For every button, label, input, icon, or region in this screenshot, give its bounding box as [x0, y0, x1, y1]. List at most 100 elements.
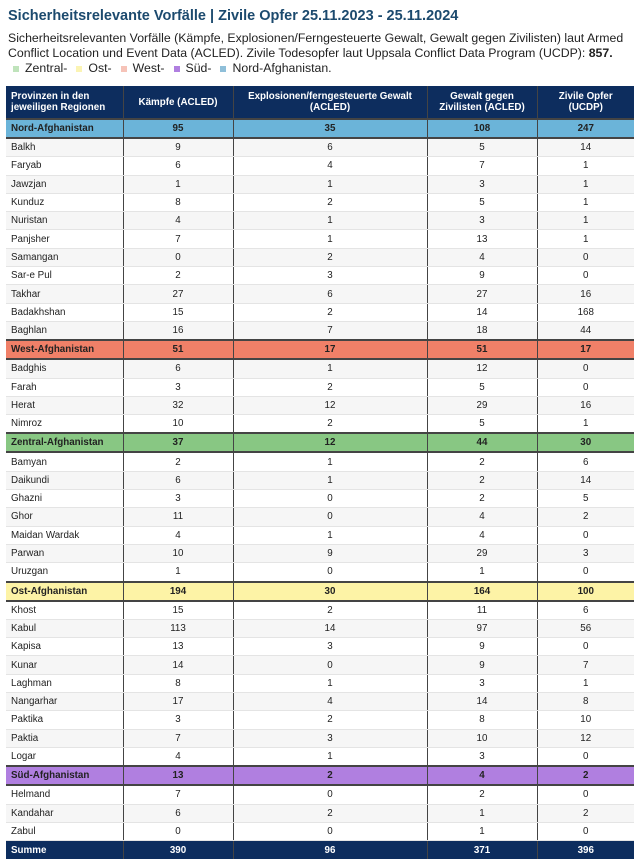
province-row: Sar-e Pul 2 3 9 0	[6, 266, 634, 286]
cell-value: 2	[232, 710, 428, 730]
col-header-province: Provinzen in den jeweiligen Regionen	[6, 86, 124, 119]
row-label: Balkh	[6, 138, 124, 158]
cell-value: 0	[232, 562, 428, 583]
cell-value: 30	[232, 580, 428, 602]
cell-value: 32	[122, 396, 234, 416]
cell-value: 100	[536, 580, 634, 602]
row-label: Summe	[6, 840, 124, 859]
province-row: Panjsher 7 1 13 1	[6, 229, 634, 249]
row-label: Paktia	[6, 729, 124, 748]
row-label: Ghor	[6, 507, 124, 527]
col-header-explosions: Explosionen/ferngesteuerte Gewalt (ACLED…	[232, 86, 428, 119]
cell-value: 5	[426, 378, 538, 397]
cell-value: 97	[426, 619, 538, 639]
cell-value: 7	[232, 321, 428, 341]
province-row: Faryab 6 4 7 1	[6, 156, 634, 176]
cell-value: 4	[426, 765, 538, 787]
cell-value: 27	[426, 284, 538, 304]
cell-value: 2	[426, 452, 538, 472]
legend-label: Süd-	[185, 61, 212, 75]
cell-value: 17	[232, 339, 428, 361]
cell-value: 0	[232, 785, 428, 805]
cell-value: 30	[536, 432, 634, 454]
cell-value: 1	[536, 156, 634, 176]
cell-value: 7	[536, 655, 634, 675]
cell-value: 0	[536, 637, 634, 657]
cell-value: 1	[232, 747, 428, 767]
cell-value: 108	[426, 118, 538, 139]
cell-value: 1	[426, 562, 538, 583]
row-label: Jawzjan	[6, 175, 124, 194]
province-row: Kunar 14 0 9 7	[6, 655, 634, 675]
cell-value: 13	[122, 765, 234, 787]
cell-value: 0	[232, 655, 428, 675]
total-row: Summe 390 96 371 396	[6, 840, 634, 859]
cell-value: 11	[122, 507, 234, 527]
legend-swatch	[120, 65, 127, 72]
legend-item: Nord-Afghanistan.	[220, 61, 332, 76]
row-label: Kandahar	[6, 804, 124, 823]
province-row: Ghazni 3 0 2 5	[6, 489, 634, 509]
cell-value: 16	[536, 284, 634, 304]
province-row: Maidan Wardak 4 1 4 0	[6, 526, 634, 545]
cell-value: 18	[426, 321, 538, 341]
cell-value: 6	[536, 452, 634, 472]
cell-value: 17	[122, 692, 234, 712]
cell-value: 164	[426, 580, 538, 602]
cell-value: 1	[232, 175, 428, 194]
province-row: Baghlan 16 7 18 44	[6, 321, 634, 341]
row-label: Zentral-Afghanistan	[6, 432, 124, 454]
row-label: Daikundi	[6, 471, 124, 491]
cell-value: 11	[426, 600, 538, 620]
cell-value: 2	[232, 804, 428, 823]
province-row: Kabul 113 14 97 56	[6, 619, 634, 639]
cell-value: 9	[122, 138, 234, 158]
cell-value: 1	[232, 452, 428, 472]
legend-label: West-	[132, 61, 165, 75]
row-label: Kapisa	[6, 637, 124, 657]
cell-value: 2	[232, 414, 428, 434]
cell-value: 10	[122, 544, 234, 564]
province-row: Parwan 10 9 29 3	[6, 544, 634, 564]
row-label: Herat	[6, 396, 124, 416]
cell-value: 7	[122, 729, 234, 748]
row-label: Takhar	[6, 284, 124, 304]
region-row: Nord-Afghanistan 95 35 108 247	[6, 118, 634, 139]
cell-value: 396	[536, 840, 634, 859]
region-row: Zentral-Afghanistan 37 12 44 30	[6, 432, 634, 454]
legend-item: Ost-	[76, 61, 112, 76]
cell-value: 0	[536, 266, 634, 286]
cell-value: 0	[536, 747, 634, 767]
cell-value: 2	[232, 600, 428, 620]
description-total: 857.	[588, 46, 613, 60]
cell-value: 0	[536, 562, 634, 583]
row-label: Panjsher	[6, 229, 124, 249]
row-label: Samangan	[6, 248, 124, 268]
cell-value: 3	[122, 710, 234, 730]
cell-value: 16	[536, 396, 634, 416]
cell-value: 247	[536, 118, 634, 139]
cell-value: 4	[426, 248, 538, 268]
province-row: Takhar 27 6 27 16	[6, 284, 634, 304]
cell-value: 7	[122, 229, 234, 249]
cell-value: 1	[122, 175, 234, 194]
cell-value: 7	[426, 156, 538, 176]
row-label: Laghman	[6, 674, 124, 694]
cell-value: 6	[232, 284, 428, 304]
cell-value: 1	[536, 229, 634, 249]
cell-value: 2	[426, 785, 538, 805]
cell-value: 2	[122, 452, 234, 472]
cell-value: 1	[232, 674, 428, 694]
cell-value: 14	[122, 655, 234, 675]
province-row: Helmand 7 0 2 0	[6, 785, 634, 805]
cell-value: 29	[426, 544, 538, 564]
legend-item: Zentral-	[13, 61, 67, 76]
cell-value: 4	[426, 526, 538, 545]
page-title: Sicherheitsrelevante Vorfälle | Zivile O…	[8, 8, 459, 24]
cell-value: 37	[122, 432, 234, 454]
row-label: Nuristan	[6, 211, 124, 231]
cell-value: 27	[122, 284, 234, 304]
cell-value: 51	[122, 339, 234, 361]
cell-value: 9	[426, 655, 538, 675]
cell-value: 1	[536, 211, 634, 231]
